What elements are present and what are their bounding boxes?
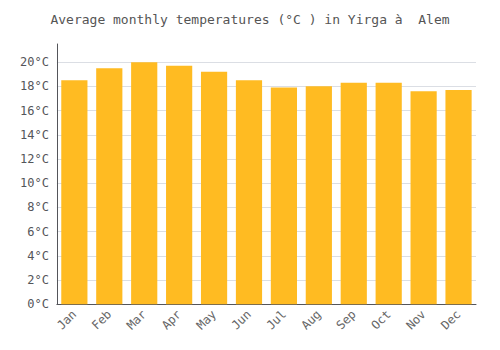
svg-text:4°C: 4°C (27, 249, 49, 263)
svg-text:6°C: 6°C (27, 225, 49, 239)
svg-text:8°C: 8°C (27, 200, 49, 214)
svg-text:Feb: Feb (89, 307, 114, 332)
svg-text:20°C: 20°C (20, 55, 49, 69)
svg-text:Apr: Apr (159, 307, 184, 332)
svg-text:0°C: 0°C (27, 297, 49, 311)
svg-text:Jan: Jan (54, 307, 79, 332)
svg-text:Sep: Sep (333, 307, 358, 332)
svg-text:10°C: 10°C (20, 176, 49, 190)
svg-text:May: May (194, 307, 219, 332)
svg-text:18°C: 18°C (20, 79, 49, 93)
svg-text:2°C: 2°C (27, 273, 49, 287)
svg-text:Oct: Oct (368, 307, 393, 332)
svg-text:Average monthly temperatures (: Average monthly temperatures (°C ) in Yi… (50, 12, 449, 27)
svg-text:14°C: 14°C (20, 128, 49, 142)
svg-text:12°C: 12°C (20, 152, 49, 166)
svg-text:Jul: Jul (264, 307, 289, 332)
svg-text:Dec: Dec (438, 307, 463, 332)
svg-text:16°C: 16°C (20, 104, 49, 118)
svg-text:Mar: Mar (124, 307, 149, 332)
svg-text:Jun: Jun (229, 307, 254, 332)
svg-text:Aug: Aug (299, 307, 324, 332)
svg-text:Nov: Nov (403, 307, 428, 332)
